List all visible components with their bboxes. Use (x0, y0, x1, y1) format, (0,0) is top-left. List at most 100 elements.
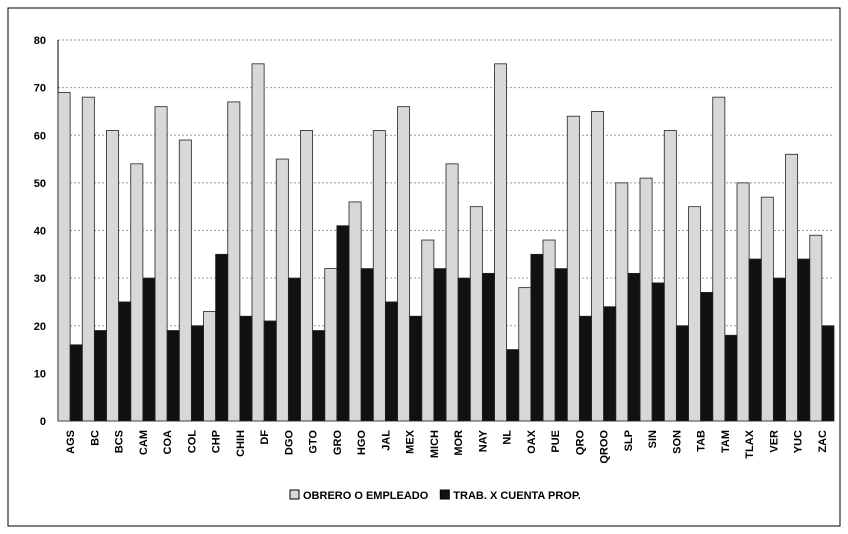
x-tick-label: MEX (405, 429, 417, 454)
x-tick-label: CAM (138, 430, 150, 455)
bar (494, 63, 508, 422)
bar (203, 311, 217, 422)
y-tick-label: 20 (34, 321, 46, 333)
x-tick-label: COA (162, 430, 174, 455)
chart-frame (7, 7, 841, 527)
bar (348, 201, 362, 422)
bar (772, 277, 786, 422)
x-tick-label: DGO (283, 430, 295, 456)
bar (506, 349, 520, 422)
bar (130, 163, 144, 422)
bar (736, 182, 750, 422)
x-tick-label: TLAX (744, 429, 756, 458)
bar (542, 239, 556, 422)
bar (566, 115, 580, 422)
y-tick-label: 40 (34, 226, 46, 238)
bar (251, 63, 265, 422)
x-tick-label: QROO (599, 430, 611, 464)
x-tick-label: JAL (380, 430, 392, 451)
y-tick-label: 10 (34, 368, 46, 380)
x-tick-label: HGO (356, 430, 368, 456)
y-tick-label: 0 (40, 416, 46, 428)
bar (239, 315, 253, 422)
bar (190, 325, 204, 422)
bar (93, 330, 107, 422)
bar (409, 315, 423, 422)
bar (287, 277, 301, 422)
x-tick-label: SON (671, 430, 683, 454)
bar (336, 225, 350, 422)
x-tick-label: BCS (114, 430, 126, 453)
legend-swatch (439, 489, 450, 500)
bar (372, 130, 386, 422)
y-tick-label: 60 (34, 130, 46, 142)
legend-label: TRAB. X CUENTA PROP. (453, 490, 581, 502)
x-tick-label: TAB (696, 430, 708, 452)
bar (227, 101, 241, 422)
legend-swatch (289, 489, 300, 500)
bar (69, 344, 83, 422)
bar (118, 301, 132, 422)
y-tick-label: 70 (34, 83, 46, 95)
x-tick-label: SLP (623, 430, 635, 451)
x-tick-label: MOR (453, 430, 465, 456)
bar (263, 320, 277, 422)
bar (360, 268, 374, 422)
bar (578, 315, 592, 422)
bar (81, 96, 95, 422)
bar (748, 258, 762, 422)
bar (481, 272, 495, 422)
bar (421, 239, 435, 422)
x-tick-label: GTO (308, 430, 320, 454)
x-tick-label: COL (186, 430, 198, 454)
x-tick-label: PUE (550, 430, 562, 453)
x-tick-label: ZAC (817, 430, 829, 453)
x-tick-label: OAX (526, 429, 538, 454)
x-tick-label: MICH (429, 430, 441, 458)
bar (397, 106, 411, 422)
bar (627, 272, 641, 422)
bar (445, 163, 459, 422)
bar (166, 330, 180, 422)
bar (554, 268, 568, 422)
bar (384, 301, 398, 422)
x-tick-label: SIN (647, 430, 659, 448)
bar (785, 153, 799, 422)
y-tick-label: 30 (34, 273, 46, 285)
x-tick-label: BC (89, 430, 101, 446)
bar (275, 158, 289, 422)
bar (688, 206, 702, 422)
bar (724, 334, 738, 422)
x-tick-label: CHIH (235, 430, 247, 457)
bar (324, 268, 338, 422)
x-tick-label: TAM (720, 430, 732, 453)
x-tick-label: NAY (477, 429, 489, 452)
y-tick-label: 50 (34, 178, 46, 190)
bar (469, 206, 483, 422)
x-tick-label: YUC (793, 430, 805, 453)
bar (154, 106, 168, 422)
x-tick-label: VER (768, 430, 780, 453)
bar (591, 111, 605, 422)
bar (530, 253, 544, 422)
y-tick-label: 80 (34, 35, 46, 47)
bar (57, 91, 71, 422)
x-tick-label: CHP (211, 430, 223, 453)
bar (760, 196, 774, 422)
x-tick-label: GRO (332, 430, 344, 456)
bar (615, 182, 629, 422)
x-tick-label: QRO (574, 430, 586, 456)
x-tick-label: AGS (65, 430, 77, 454)
bar (809, 234, 823, 422)
bar (639, 177, 653, 422)
bar (675, 325, 689, 422)
bar (821, 325, 835, 422)
bar (651, 282, 665, 422)
bar (300, 130, 314, 422)
bar (178, 139, 192, 422)
bar (663, 130, 677, 422)
bar (797, 258, 811, 422)
bar (603, 306, 617, 422)
bar (712, 96, 726, 422)
